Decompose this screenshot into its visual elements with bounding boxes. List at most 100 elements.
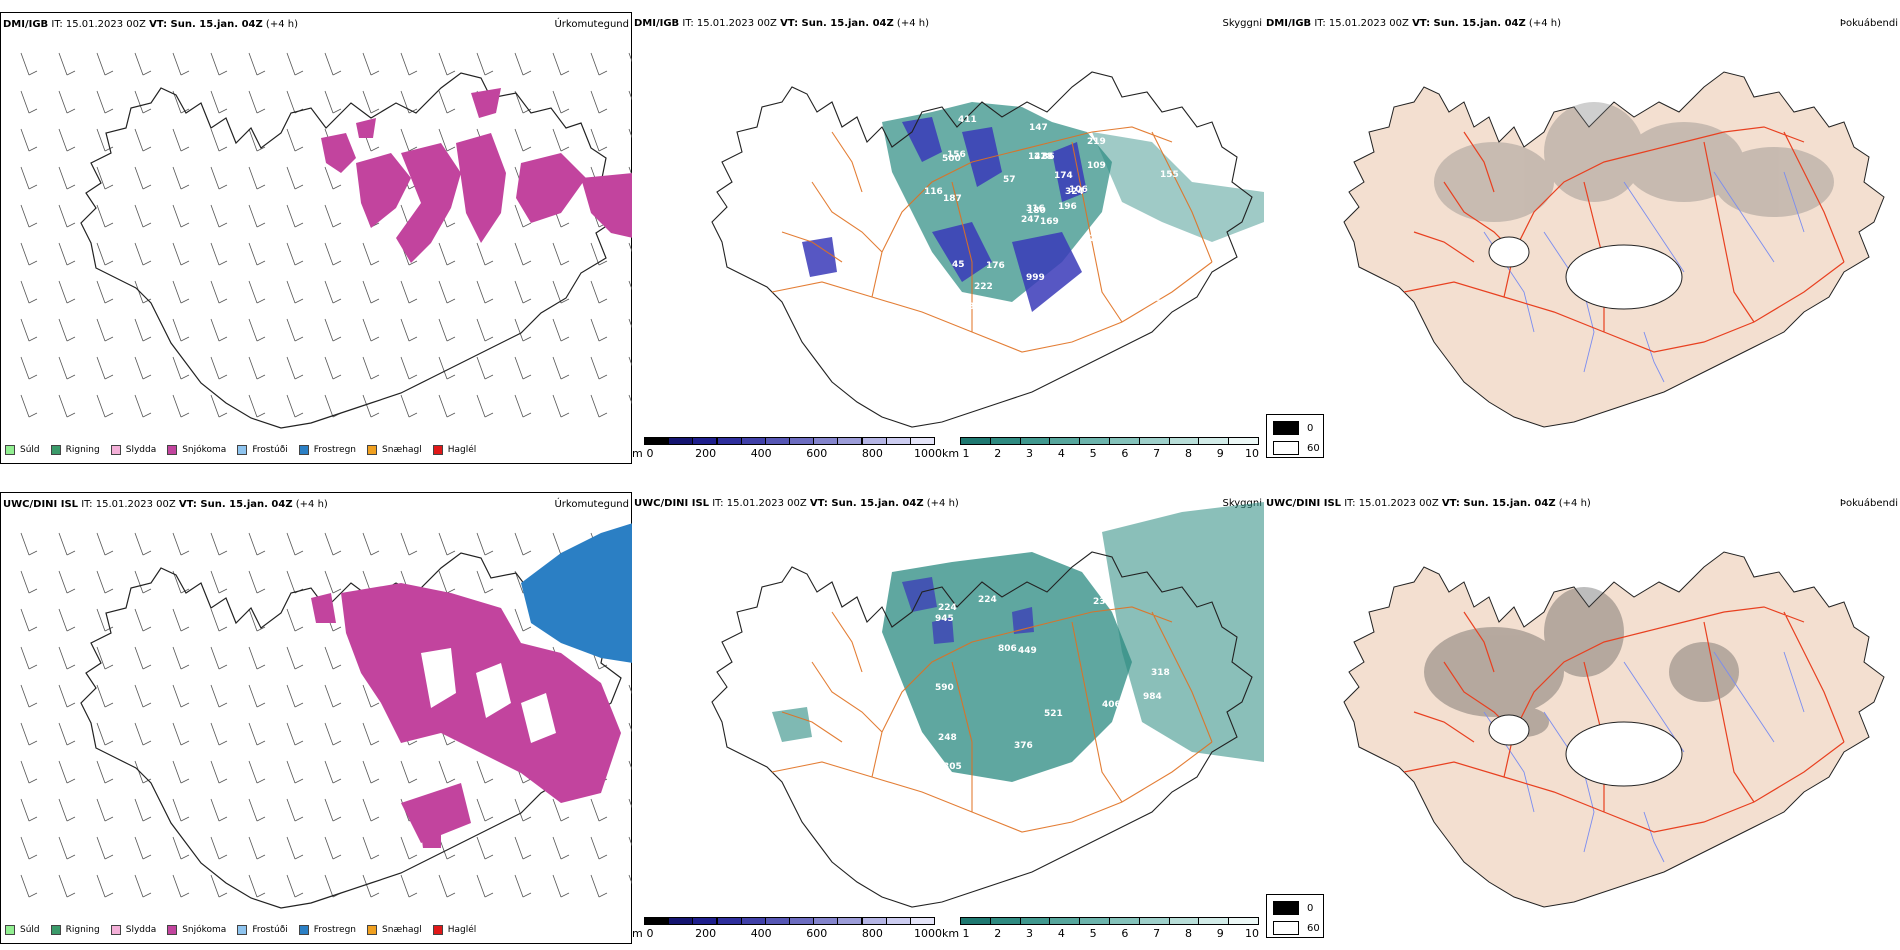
colorbar-segment xyxy=(668,437,694,445)
fog-panel-1: DMI/IGB IT: 15.01.2023 00Z VT: Sun. 15.j… xyxy=(1264,12,1900,464)
colorbar-segment xyxy=(813,437,839,445)
snow-areas xyxy=(321,88,633,263)
legend-swatch xyxy=(5,445,15,455)
colorbar-tick: 200 xyxy=(695,447,717,460)
visibility-value: 171 xyxy=(932,281,951,291)
visibility-value: 564 xyxy=(1150,762,1169,772)
legend-entry: Snjókoma xyxy=(167,445,226,455)
visibility-value: 221 xyxy=(1069,780,1088,790)
legend-label: Slydda xyxy=(125,445,157,455)
visibility-value: 174 xyxy=(1054,171,1073,181)
glacier xyxy=(1565,721,1683,787)
colorbar-segment xyxy=(960,437,991,445)
visibility-value: 806 xyxy=(998,644,1017,654)
glacier xyxy=(1488,714,1530,746)
colorbar-tick: 10 xyxy=(1245,447,1259,460)
visibility-value: 590 xyxy=(935,683,954,693)
colorbar-elevation-2: m 0 200 400 600 800 1000 xyxy=(632,917,942,941)
colorbar-tick: 400 xyxy=(750,927,772,940)
iceland-map-fog-1 xyxy=(1343,71,1885,428)
colorbar-tick: 9 xyxy=(1216,447,1224,460)
legend-swatch xyxy=(367,925,378,935)
colorbar-segment xyxy=(789,917,815,925)
legend-entry: Rigning xyxy=(50,925,100,935)
legend-swatch xyxy=(237,445,248,455)
road-network xyxy=(771,606,1213,833)
road-network xyxy=(1403,126,1845,353)
visibility-value: 292 xyxy=(1116,760,1135,770)
visibility-value: 57 xyxy=(1003,175,1016,185)
snow-areas xyxy=(311,583,621,848)
colorbar-tick: 10 xyxy=(1245,927,1259,940)
colorbar-segment xyxy=(885,917,911,925)
colorbar-segment xyxy=(1138,917,1170,925)
visibility-value: 305 xyxy=(943,762,962,772)
visibility-value: 109 xyxy=(1087,161,1106,171)
colorbar-segment xyxy=(1138,437,1170,445)
colorbar-tick: 800 xyxy=(861,927,883,940)
legend-entry: Haglél xyxy=(432,445,476,455)
colorbar-segment xyxy=(644,437,670,445)
cloud-key-1: 0 60 xyxy=(1266,414,1324,458)
visibility-panel-1: DMI/IGB IT: 15.01.2023 00Z VT: Sun. 15.j… xyxy=(632,12,1264,464)
colorbar-segment xyxy=(1049,917,1081,925)
panel-name: Skyggni xyxy=(1222,18,1262,29)
visibility-value: 945 xyxy=(935,614,954,624)
glacier xyxy=(1488,236,1530,268)
iceland-coastline xyxy=(80,72,622,429)
colorbar-segment xyxy=(1198,437,1230,445)
colorbar-segment xyxy=(1109,437,1140,445)
panel-name: Skyggni xyxy=(1222,498,1262,509)
legend-swatch xyxy=(298,445,309,455)
legend-label: Haglél xyxy=(447,925,477,935)
glacier xyxy=(1565,244,1683,310)
visibility-value: 406 xyxy=(1102,700,1121,710)
visibility-value: 500 xyxy=(942,154,961,164)
colorbar-tick: 1 xyxy=(962,927,970,940)
panel-title: UWC/DINI ISL IT: 15.01.2023 00Z VT: Sun.… xyxy=(634,498,959,509)
precip-type-panel-2: UWC/DINI ISL IT: 15.01.2023 00Z VT: Sun.… xyxy=(0,492,633,944)
visibility-fill xyxy=(772,502,1264,782)
colorbar-tick: 4 xyxy=(1057,447,1065,460)
colorbar-unit: m xyxy=(632,447,643,460)
colorbar-segment xyxy=(1228,437,1259,445)
colorbar-segment xyxy=(1019,437,1051,445)
visibility-value: 401 xyxy=(933,290,952,300)
visibility-value: 224 xyxy=(978,595,997,605)
colorbar-segment xyxy=(1168,917,1200,925)
colorbar-segment xyxy=(885,437,911,445)
colorbar-segment xyxy=(764,437,790,445)
colorbar-segment xyxy=(813,917,839,925)
visibility-value: 222 xyxy=(974,282,993,292)
fog-shading xyxy=(1434,102,1834,222)
iceland-map-visibility-1: 1695001801713241761713621919641124518777… xyxy=(711,71,1264,428)
legend-entry: Súld xyxy=(5,445,40,455)
colorbar-tick: 400 xyxy=(750,447,772,460)
precip-type-panel-1: DMI/IGB IT: 15.01.2023 00Z VT: Sun. 15.j… xyxy=(0,12,633,464)
visibility-value: 155 xyxy=(1160,170,1179,180)
legend-label: Snæhagl xyxy=(382,445,422,455)
panel-title: UWC/DINI ISL IT: 15.01.2023 00Z VT: Sun.… xyxy=(3,499,328,510)
colorbar-segment xyxy=(1198,917,1230,925)
colorbar-tick: 0 xyxy=(646,447,654,460)
visibility-value: 248 xyxy=(938,733,957,743)
colorbar-tick: 200 xyxy=(695,927,717,940)
colorbar-segment xyxy=(1228,917,1259,925)
visibility-value: 77 xyxy=(1160,143,1173,153)
iceland-coastline xyxy=(711,551,1253,908)
legend-swatch xyxy=(237,925,248,935)
colorbar-tick: 6 xyxy=(1121,927,1129,940)
colorbar-elevation-1: m 0 200 400 600 800 1000 xyxy=(632,437,942,461)
visibility-value: 147 xyxy=(1029,123,1048,133)
colorbar-tick: 800 xyxy=(861,447,883,460)
colorbar-segment xyxy=(837,917,863,925)
legend-entry: Súld xyxy=(5,925,40,935)
colorbar-unit: km xyxy=(942,447,960,460)
colorbar-tick: 1000 xyxy=(914,447,942,460)
visibility-value-labels: 1695001801713241761713621919641124518777… xyxy=(924,115,1179,312)
colorbar-tick: 3 xyxy=(1026,447,1034,460)
colorbar-segment xyxy=(764,917,790,925)
road-network xyxy=(771,126,1213,353)
legend-label: Frostregn xyxy=(313,445,357,455)
colorbar-segment xyxy=(909,437,935,445)
